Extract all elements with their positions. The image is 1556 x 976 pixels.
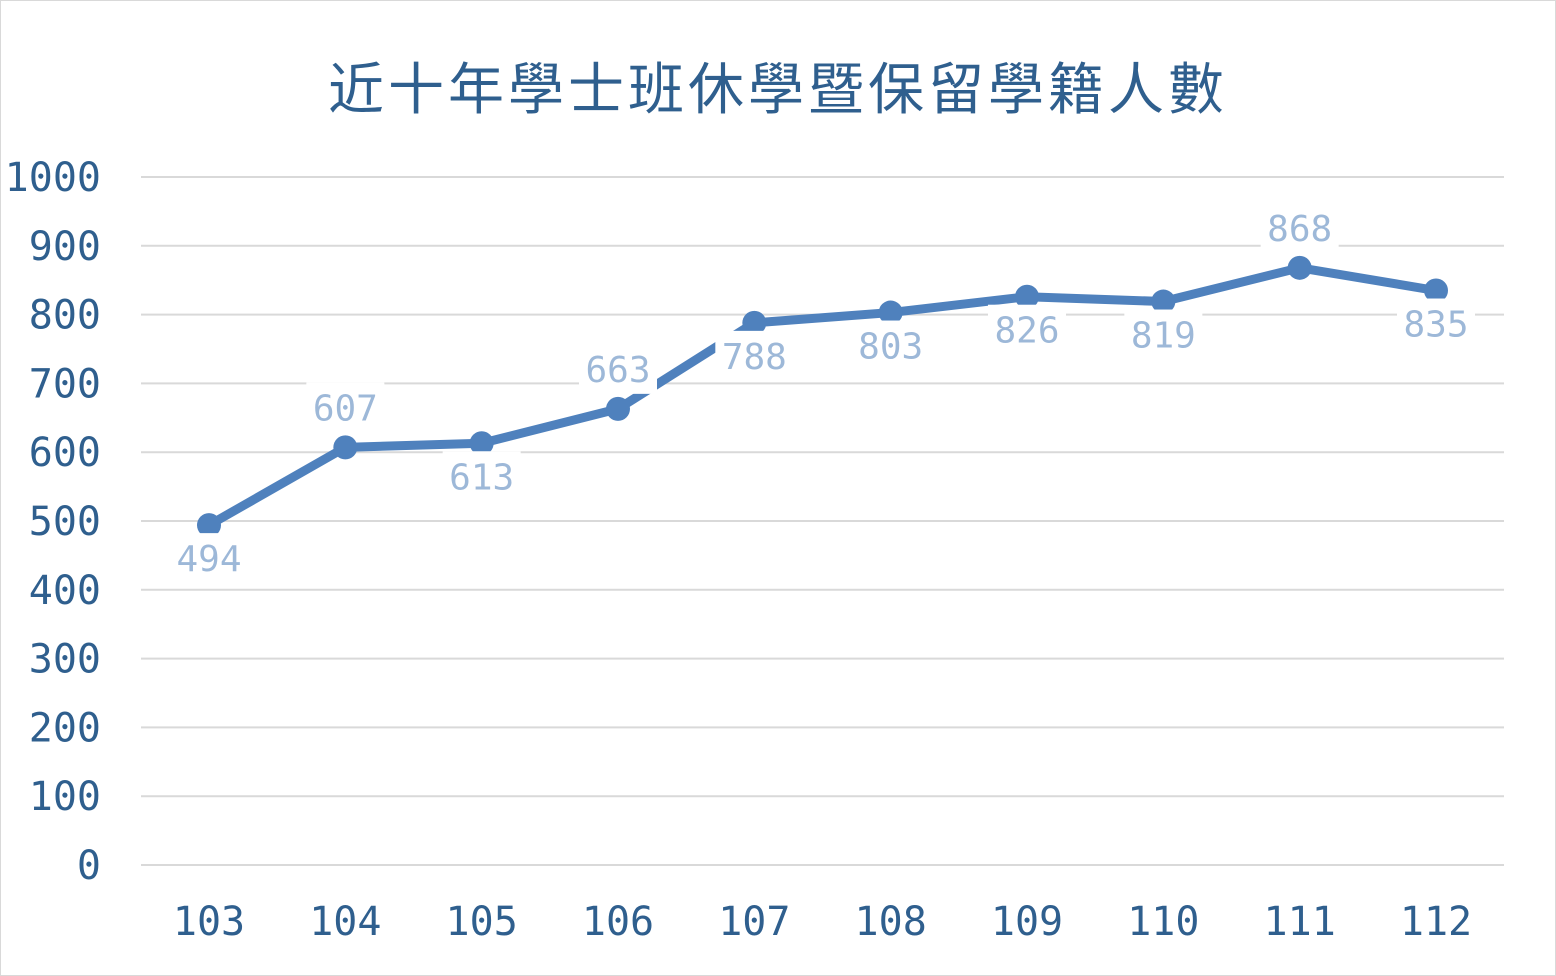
gridlines: [141, 176, 1504, 866]
y-tick-label: 700: [29, 361, 101, 407]
x-tick-label: 108: [855, 899, 927, 945]
data-point: [1015, 284, 1039, 309]
data-label: 826: [994, 311, 1059, 352]
data-point: [606, 396, 630, 421]
data-label-box: [579, 343, 657, 394]
y-tick-label: 900: [29, 224, 101, 270]
y-tick-label: 100: [29, 774, 101, 820]
x-tick-label: 107: [718, 899, 790, 945]
x-tick-label: 110: [1127, 899, 1199, 945]
data-label-box: [1260, 202, 1339, 253]
y-tick-label: 500: [29, 499, 101, 545]
data-point: [742, 310, 767, 335]
data-label-box: [851, 320, 930, 371]
x-tick-label: 111: [1264, 899, 1336, 945]
data-point: [469, 431, 494, 456]
axis-labels: 0 100 200 300 400 500 600 700 800 900 1000 103 104 10…: [5, 155, 1472, 945]
x-tick-label: 103: [173, 899, 245, 945]
data-label: 868: [1267, 209, 1332, 250]
x-tick-label: 104: [309, 899, 381, 945]
y-tick-label: 600: [29, 430, 101, 476]
data-label: 835: [1403, 305, 1468, 346]
chart-title: 近十年學士班休學暨保留學籍人數: [328, 58, 1228, 123]
x-tick-label: 112: [1400, 899, 1472, 945]
data-label: 613: [449, 457, 514, 498]
data-label: 819: [1131, 316, 1196, 357]
data-labels: 494 607 613 663 788 803 826 819 868 835: [170, 202, 1475, 584]
data-point: [878, 300, 903, 325]
data-point: [1287, 255, 1312, 280]
data-label-box: [442, 451, 521, 502]
data-label: 788: [722, 337, 787, 378]
x-tick-label: 109: [991, 899, 1063, 945]
data-point: [1424, 278, 1448, 303]
data-label-box: [1124, 309, 1203, 360]
data-label: 803: [858, 327, 923, 368]
data-point: [1151, 289, 1176, 314]
data-point: [197, 513, 221, 538]
y-tick-label: 200: [29, 705, 101, 751]
data-label-box: [1397, 298, 1475, 349]
y-tick-label: 0: [77, 843, 101, 889]
x-tick-label: 106: [582, 899, 654, 945]
data-label: 494: [176, 539, 241, 580]
data-label-box: [715, 330, 794, 381]
y-tick-label: 800: [29, 293, 101, 339]
series-layer: [197, 255, 1448, 538]
series-line: [204, 263, 1441, 530]
data-label-box: [306, 382, 385, 433]
x-tick-label: 105: [446, 899, 518, 945]
y-tick-label: 1000: [5, 155, 101, 201]
data-label: 607: [313, 388, 378, 429]
data-label-box: [988, 304, 1066, 355]
data-point: [333, 435, 358, 460]
y-tick-label: 300: [29, 637, 101, 683]
y-tick-label: 400: [29, 568, 101, 614]
data-label: 663: [585, 350, 650, 391]
data-label-box: [170, 533, 248, 584]
